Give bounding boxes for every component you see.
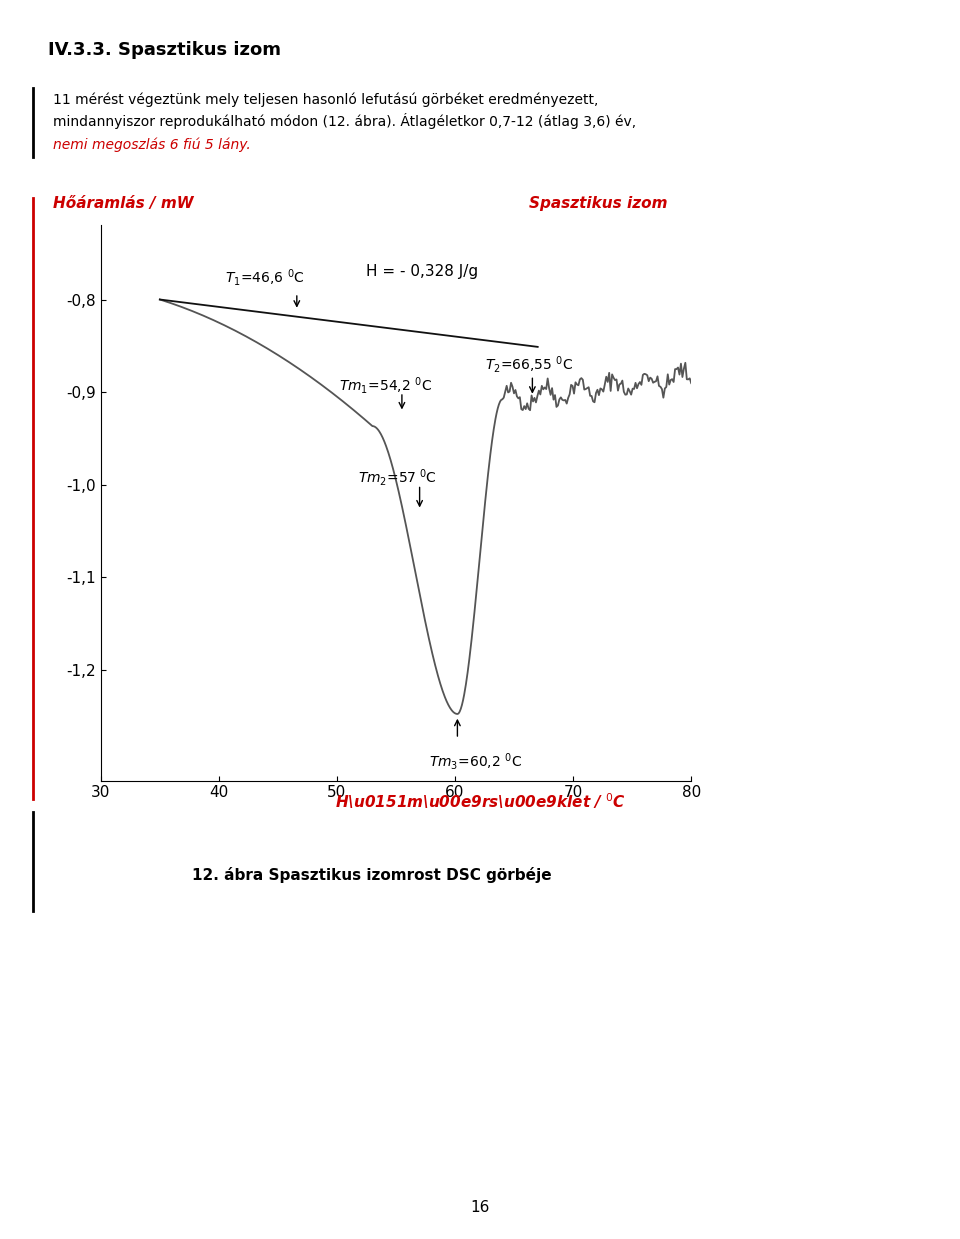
Text: 16: 16 [470,1199,490,1214]
Text: H\u0151m\u00e9rs\u00e9klet / $^0$C: H\u0151m\u00e9rs\u00e9klet / $^0$C [334,792,626,810]
Text: 11 mérést végeztünk mely teljesen hasonló lefutású görbéket eredményezett,: 11 mérést végeztünk mely teljesen hasonl… [53,93,598,107]
Text: nemi megoszlás 6 fiú 5 lány.: nemi megoszlás 6 fiú 5 lány. [53,138,251,151]
Text: mindannyiszor reprodukálható módon (12. ábra). Átlagéletkor 0,7-12 (átlag 3,6) é: mindannyiszor reprodukálható módon (12. … [53,114,636,129]
Text: H = - 0,328 J/g: H = - 0,328 J/g [367,264,479,279]
Text: 12. ábra Spasztikus izomrost DSC görbéje: 12. ábra Spasztikus izomrost DSC görbéje [192,867,552,882]
Text: $Tm_1$=54,2 $^0$C: $Tm_1$=54,2 $^0$C [339,374,432,395]
Text: Hőáramlás / mW: Hőáramlás / mW [53,196,193,211]
Text: $T_2$=66,55 $^0$C: $T_2$=66,55 $^0$C [485,354,573,375]
Text: $Tm_2$=57 $^0$C: $Tm_2$=57 $^0$C [358,467,437,488]
Text: Spasztikus izom: Spasztikus izom [529,196,667,211]
Text: IV.3.3. Spasztikus izom: IV.3.3. Spasztikus izom [48,41,281,58]
Text: $Tm_3$=60,2 $^0$C: $Tm_3$=60,2 $^0$C [429,751,522,772]
Text: $T_1$=46,6 $^0$C: $T_1$=46,6 $^0$C [225,268,304,289]
